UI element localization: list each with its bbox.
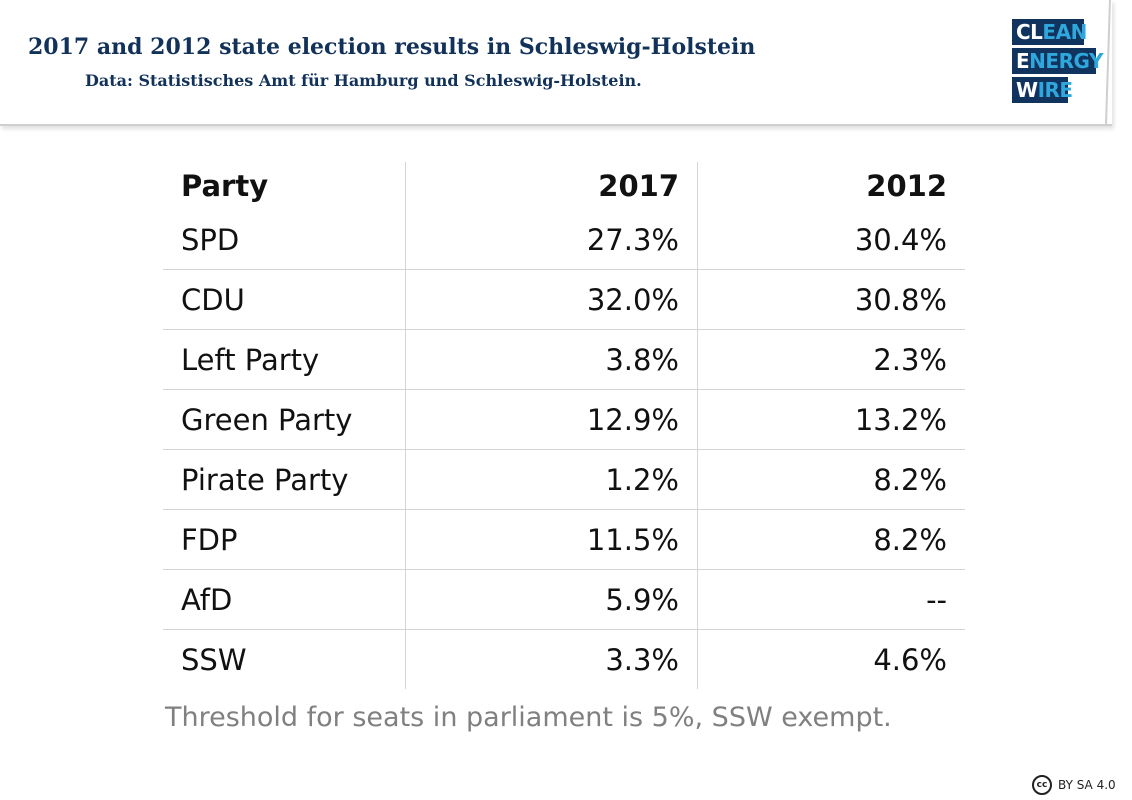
party-cell: SPD	[181, 222, 240, 257]
value-2012-cell: 2.3%	[697, 329, 965, 390]
table-header-row: Party 2017 2012	[163, 162, 965, 210]
chart-subtitle: Data: Statistisches Amt für Hamburg und …	[85, 71, 642, 90]
logo-line-energy: ENERGY	[1012, 48, 1103, 74]
column-header-2012: 2012	[697, 162, 965, 210]
party-cell: Pirate Party	[181, 462, 349, 497]
table-row: Left Party 3.8% 2.3%	[163, 329, 965, 390]
value-2012-cell: 4.6%	[697, 629, 965, 689]
party-cell: Left Party	[181, 342, 320, 377]
logo-line-clean: CLEAN	[1012, 19, 1087, 45]
chart-title: 2017 and 2012 state election results in …	[28, 34, 756, 60]
party-cell: AfD	[181, 582, 233, 617]
threshold-note: Threshold for seats in parliament is 5%,…	[165, 702, 892, 733]
clean-energy-wire-logo: CLEAN ENERGY WIRE	[1012, 19, 1103, 107]
value-2012-cell: 30.4%	[697, 210, 965, 270]
results-table: Party 2017 2012 SPD 27.3% 30.4% CDU 32.0…	[163, 162, 965, 689]
value-2012-cell: --	[697, 569, 965, 630]
license-text: BY SA 4.0	[1058, 778, 1116, 792]
table-row: SPD 27.3% 30.4%	[163, 210, 965, 270]
creative-commons-icon: cc	[1032, 775, 1052, 795]
value-2017-cell: 32.0%	[405, 269, 698, 330]
table-row: SSW 3.3% 4.6%	[163, 629, 965, 689]
table-row: CDU 32.0% 30.8%	[163, 269, 965, 330]
logo-line-wire: WIRE	[1012, 77, 1073, 103]
column-header-party: Party	[181, 169, 269, 203]
value-2017-cell: 3.8%	[405, 329, 698, 390]
party-cell: Green Party	[181, 402, 353, 437]
value-2012-cell: 8.2%	[697, 509, 965, 570]
value-2017-cell: 3.3%	[405, 629, 698, 689]
value-2012-cell: 30.8%	[697, 269, 965, 330]
party-cell: FDP	[181, 522, 238, 557]
column-header-2017: 2017	[405, 162, 698, 210]
value-2017-cell: 27.3%	[405, 210, 698, 270]
value-2012-cell: 8.2%	[697, 449, 965, 510]
party-cell: SSW	[181, 642, 247, 677]
value-2017-cell: 12.9%	[405, 389, 698, 450]
table-row: Green Party 12.9% 13.2%	[163, 389, 965, 450]
value-2017-cell: 11.5%	[405, 509, 698, 570]
party-cell: CDU	[181, 282, 245, 317]
value-2017-cell: 1.2%	[405, 449, 698, 510]
table-row: FDP 11.5% 8.2%	[163, 509, 965, 570]
header-edge-decoration	[1105, 0, 1111, 125]
table-row: Pirate Party 1.2% 8.2%	[163, 449, 965, 510]
header-bar	[0, 0, 1112, 126]
license-badge[interactable]: cc BY SA 4.0	[1032, 774, 1116, 796]
value-2012-cell: 13.2%	[697, 389, 965, 450]
value-2017-cell: 5.9%	[405, 569, 698, 630]
table-row: AfD 5.9% --	[163, 569, 965, 630]
